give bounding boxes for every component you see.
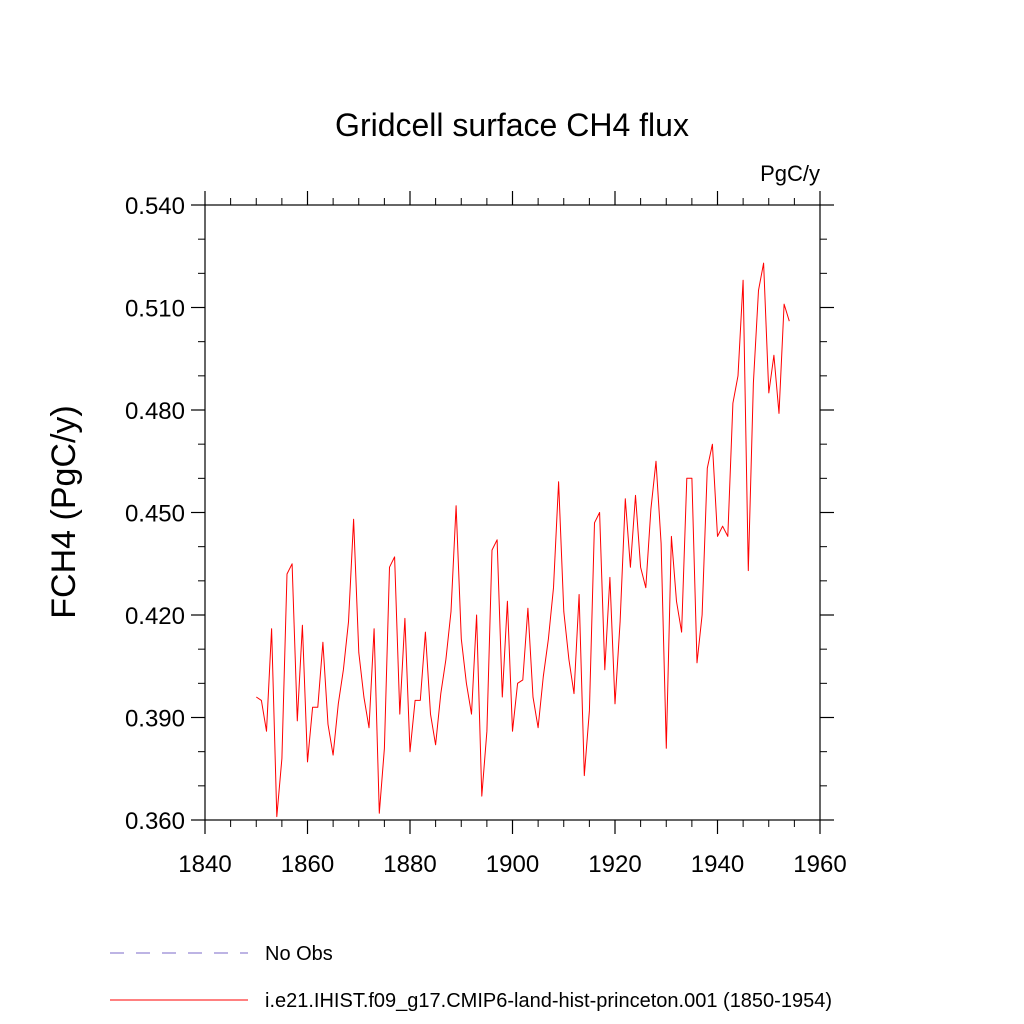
- y-tick-label: 0.510: [125, 296, 185, 323]
- x-tick-label: 1860: [281, 851, 334, 878]
- x-tick-label: 1880: [383, 851, 436, 878]
- legend-label-model-run: i.e21.IHIST.f09_g17.CMIP6-land-hist-prin…: [265, 990, 832, 1012]
- x-tick-label: 1940: [691, 851, 744, 878]
- chart-title: Gridcell surface CH4 flux: [335, 107, 689, 143]
- series-layer: [256, 262, 790, 818]
- y-tick-label: 0.450: [125, 501, 185, 528]
- legend: No Obs i.e21.IHIST.f09_g17.CMIP6-land-hi…: [110, 943, 832, 1012]
- y-tick-label: 0.360: [125, 808, 185, 835]
- x-tick-label: 1920: [588, 851, 641, 878]
- y-tick-labels: 0.360 0.390 0.420 0.450 0.480 0.510 0.540: [125, 193, 185, 835]
- units-label: PgC/y: [760, 161, 820, 186]
- x-tick-label: 1960: [793, 851, 846, 878]
- axis-ticks: [191, 191, 834, 834]
- legend-label-no-obs: No Obs: [265, 943, 333, 965]
- x-tick-label: 1840: [178, 851, 231, 878]
- y-tick-label: 0.480: [125, 398, 185, 425]
- y-tick-label: 0.420: [125, 603, 185, 630]
- y-axis-label: FCH4 (PgC/y): [45, 405, 83, 618]
- y-tick-label: 0.390: [125, 706, 185, 733]
- x-tick-labels: 1840 1860 1880 1900 1920 1940 1960: [178, 851, 846, 878]
- y-tick-label: 0.540: [125, 193, 185, 220]
- x-tick-label: 1900: [486, 851, 539, 878]
- series-line-1: [256, 262, 790, 818]
